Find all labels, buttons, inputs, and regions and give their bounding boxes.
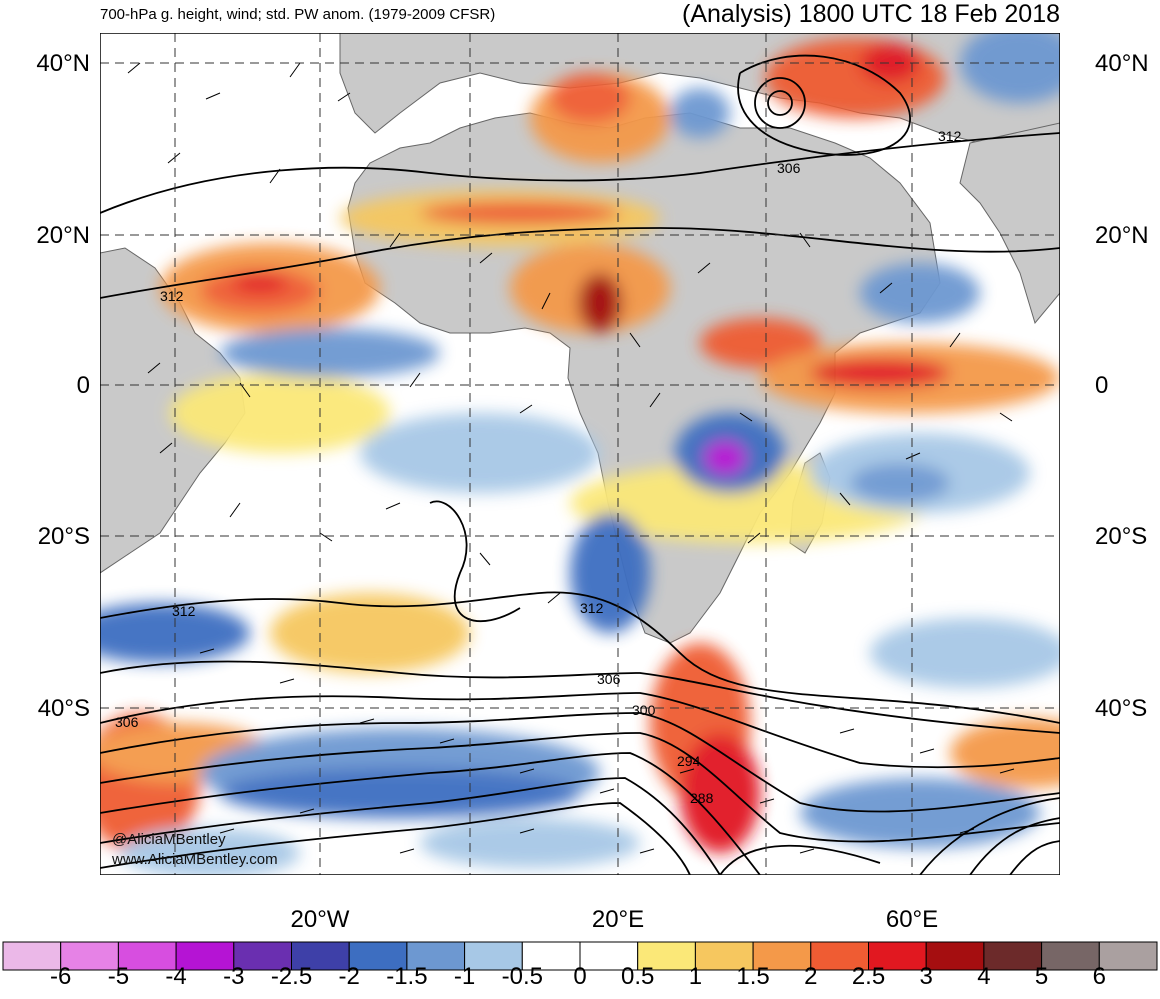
colorbar-swatch — [521, 941, 581, 971]
lat-label-40n-right: 40°N — [1095, 50, 1149, 77]
colorbar-tick-label: 0.5 — [621, 963, 655, 990]
colorbar-tick-label: -1.5 — [386, 963, 428, 990]
lat-label-40n-left: 40°N — [36, 50, 90, 77]
asia-landmass — [959, 122, 1060, 325]
colorbar-tick-label: 2.5 — [851, 963, 886, 990]
colorbar-swatch — [983, 941, 1043, 971]
colorbar-swatch — [2, 941, 62, 971]
contour-label-300: 300 — [632, 702, 656, 718]
colorbar-swatch — [406, 941, 466, 971]
colorbar-tick-label: 3 — [919, 963, 933, 990]
colorbar-swatch — [925, 941, 985, 971]
contour-label-294: 294 — [677, 753, 701, 769]
height-contours — [100, 54, 1060, 875]
colorbar-tick-label: -1 — [453, 963, 476, 990]
contour-label-288: 288 — [690, 790, 714, 806]
contour-label-306-a: 306 — [777, 160, 801, 176]
lat-label-20s-left: 20°S — [37, 523, 90, 550]
colorbar — [2, 941, 1158, 971]
lon-label-20w: 20°W — [290, 906, 350, 933]
colorbar-tick-label: -6 — [50, 963, 72, 990]
colorbar-swatch — [60, 941, 119, 971]
header-left-title: 700-hPa g. height, wind; std. PW anom. (… — [100, 6, 496, 23]
colorbar-swatch — [752, 941, 812, 971]
lon-label-20e: 20°E — [591, 906, 645, 933]
colorbar-tick-label: 1 — [688, 963, 703, 990]
lat-label-equator-right: 0 — [1095, 372, 1109, 399]
colorbar-swatch — [348, 941, 408, 971]
colorbar-swatch — [579, 941, 639, 971]
contour-value-labels: 312 312 306 312 312 306 306 300 294 288 — [115, 128, 962, 806]
colorbar-swatch — [1041, 941, 1100, 971]
wind-barbs — [127, 62, 1015, 854]
lat-label-40s-right: 40°S — [1095, 695, 1148, 722]
credit-website: www.AliciaMBentley.com — [112, 851, 278, 868]
contour-label-312-d: 312 — [580, 600, 604, 616]
lat-label-20n-right: 20°N — [1095, 222, 1149, 249]
colorbar-swatch — [694, 941, 754, 971]
lat-label-20n-left: 20°N — [36, 222, 90, 249]
pw-anomaly-field — [100, 33, 1060, 875]
colorbar-tick-label: -2.5 — [270, 963, 313, 990]
lon-label-60e: 60°E — [885, 906, 939, 933]
colorbar-tick-label: -0.5 — [501, 963, 543, 990]
lat-label-40s-left: 40°S — [37, 695, 90, 722]
map-panel: 312 312 306 312 312 306 306 300 294 288 — [100, 33, 1060, 875]
colorbar-tick-label: -4 — [165, 963, 187, 990]
colorbar-tick-label: 1.5 — [736, 963, 770, 990]
lat-label-20s-right: 20°S — [1095, 523, 1148, 550]
contour-label-312-c: 312 — [172, 603, 196, 619]
contour-label-306-c: 306 — [597, 671, 621, 687]
contour-label-312-a: 312 — [160, 288, 184, 304]
colorbar-tick-label: -5 — [107, 963, 130, 990]
colorbar-tick-label: 2 — [804, 963, 818, 990]
contour-label-312-b: 312 — [938, 128, 962, 144]
header-right-title: (Analysis) 1800 UTC 18 Feb 2018 — [682, 0, 1060, 28]
colorbar-swatch — [233, 941, 293, 971]
colorbar-swatch — [1098, 941, 1158, 971]
colorbar-swatch — [464, 941, 523, 971]
colorbar-tick-label: 4 — [977, 963, 991, 990]
credit-handle: @AliciaMBentley — [112, 831, 226, 848]
colorbar-tick-label: 0 — [573, 963, 587, 990]
colorbar-tick-label: -3 — [223, 963, 245, 990]
colorbar-swatch — [117, 941, 177, 971]
colorbar-swatch — [810, 941, 869, 971]
colorbar-swatch — [637, 941, 696, 971]
contour-label-306-b: 306 — [115, 714, 139, 730]
colorbar-tick-label: 5 — [1034, 963, 1049, 990]
colorbar-swatch — [291, 941, 350, 971]
colorbar-tick-label: -2 — [338, 963, 360, 990]
graticule — [100, 33, 1060, 875]
lat-label-equator-left: 0 — [76, 372, 90, 399]
colorbar-tick-label: 6 — [1092, 963, 1106, 990]
